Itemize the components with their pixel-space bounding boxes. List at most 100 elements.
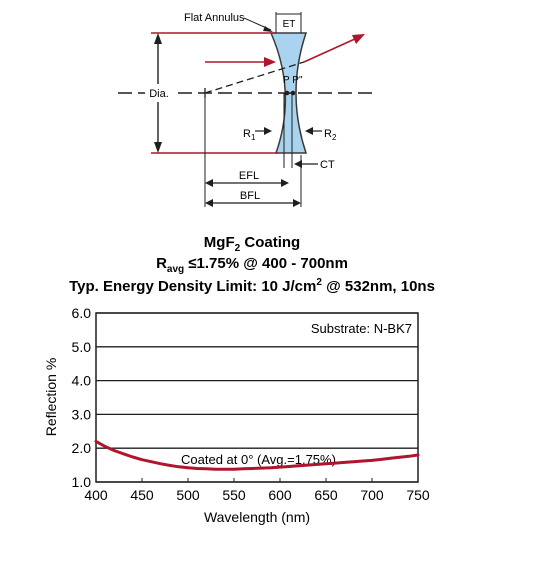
caption-line-3: Typ. Energy Density Limit: 10 J/cm2 @ 53… — [69, 277, 435, 295]
efl-arrow-right — [281, 179, 289, 187]
ct-arrowhead — [294, 160, 302, 168]
series-point — [251, 467, 254, 470]
series-point — [306, 463, 309, 467]
series-point — [131, 455, 135, 459]
series-point — [389, 457, 392, 460]
y-tick-label: 5.0 — [72, 339, 92, 355]
r1-label: R1 — [243, 128, 256, 142]
x-tick-label: 750 — [406, 487, 430, 503]
caption-line-3-sup: 2 — [316, 277, 322, 288]
series-point — [186, 466, 190, 470]
reflection-chart: 1.0 2.0 3.0 4.0 5.0 6.0 400 450 500 550 600 650 700… — [43, 305, 430, 525]
series-point — [140, 458, 144, 462]
r1-letter: R — [243, 128, 251, 140]
ray-top-arrowhead — [352, 34, 365, 44]
ct-label: CT — [320, 159, 335, 171]
series-point — [324, 462, 328, 466]
lens-diagram: Dia. Flat Annulus ET P P" R1 R2 CT EFL B… — [118, 12, 372, 207]
flat-annulus-arrowhead — [263, 26, 273, 32]
plot-frame — [95, 312, 419, 483]
series-point — [398, 456, 401, 459]
series-point — [297, 464, 300, 468]
curve-annotation: Coated at 0° (Avg.=1.75%) — [181, 452, 336, 467]
series-point — [113, 449, 116, 452]
series-line-0 — [94, 439, 420, 471]
x-tick-label: 700 — [360, 487, 384, 503]
series-point — [278, 465, 282, 469]
principal-point-1 — [284, 90, 290, 96]
series-point — [407, 455, 411, 458]
series-point — [370, 459, 374, 462]
series-point — [149, 460, 153, 464]
y-tick-labels: 1.0 2.0 3.0 4.0 5.0 6.0 — [72, 305, 92, 490]
x-tick-label: 500 — [176, 487, 200, 503]
series-point — [223, 467, 227, 471]
series-point — [269, 466, 273, 470]
series-point — [352, 460, 355, 464]
series-point — [103, 445, 107, 448]
x-tick-label: 650 — [314, 487, 338, 503]
substrate-annotation: Substrate: N-BK7 — [311, 321, 412, 336]
y-tick-label: 4.0 — [72, 373, 92, 389]
ray-top-outgoing — [303, 37, 358, 63]
series-point — [333, 461, 337, 465]
caption-line-1-end: Coating — [240, 234, 300, 251]
caption-line-2: Ravg ≤1.75% @ 400 - 700nm — [156, 255, 348, 275]
chart-series — [94, 439, 420, 471]
bfl-arrow-left — [205, 199, 213, 207]
series-point — [260, 466, 263, 470]
coating-caption: MgF2 Coating Ravg ≤1.75% @ 400 - 700nm T… — [69, 234, 435, 295]
dia-arrow-bottom — [154, 142, 162, 153]
efl-arrow-left — [205, 179, 213, 187]
series-point — [177, 465, 181, 469]
series-point — [315, 463, 319, 466]
dia-label-backdrop — [145, 84, 173, 102]
series-point — [122, 452, 125, 456]
series-point — [214, 467, 217, 471]
x-tick-label: 600 — [268, 487, 292, 503]
caption-line-2-sub: avg — [167, 264, 184, 275]
r2-subscript: 2 — [332, 133, 337, 142]
series-point — [343, 461, 346, 464]
virtual-ray-extension — [204, 61, 305, 94]
principal-point-2 — [290, 90, 296, 96]
x-tick-label: 400 — [84, 487, 108, 503]
caption-line-1: MgF2 Coating — [204, 234, 300, 254]
x-tick-label: 550 — [222, 487, 246, 503]
principal-points-label: P P" — [283, 75, 303, 86]
dia-arrow-top — [154, 33, 162, 44]
x-tick-label: 450 — [130, 487, 154, 503]
series-point — [168, 464, 171, 467]
x-tick-marks — [95, 478, 419, 482]
caption-line-3-end: @ 532nm, 10ns — [322, 278, 435, 295]
y-tick-label: 3.0 — [72, 406, 92, 422]
y-axis-title: Reflection % — [43, 358, 59, 437]
series-point — [361, 459, 365, 463]
series-point — [195, 467, 199, 470]
series-point — [241, 467, 245, 471]
y-tick-label: 2.0 — [72, 440, 92, 456]
bfl-label: BFL — [240, 190, 260, 202]
r1-arrowhead — [264, 127, 272, 135]
efl-label: EFL — [239, 170, 259, 182]
flat-annulus-label: Flat Annulus — [184, 12, 245, 24]
caption-line-1-main: MgF — [204, 234, 235, 251]
y-tick-label: 6.0 — [72, 305, 92, 321]
series-point — [379, 458, 383, 461]
r2-label: R2 — [324, 128, 337, 142]
series-point — [232, 467, 236, 471]
series-point — [94, 440, 98, 443]
ray-middle-arrowhead — [264, 57, 276, 67]
caption-line-2-main: R — [156, 255, 167, 272]
series-point — [205, 467, 208, 471]
y-tick-label: 1.0 — [72, 474, 92, 490]
caption-line-1-sub: 2 — [235, 243, 241, 254]
dia-label: Dia. — [149, 88, 169, 100]
series-point — [287, 465, 291, 468]
series-point — [159, 462, 162, 466]
caption-line-3-main: Typ. Energy Density Limit: 10 J/cm — [69, 278, 316, 295]
et-label: ET — [283, 19, 296, 30]
x-axis-title: Wavelength (nm) — [204, 509, 310, 525]
x-tick-labels: 400 450 500 550 600 650 700 750 — [84, 487, 430, 503]
